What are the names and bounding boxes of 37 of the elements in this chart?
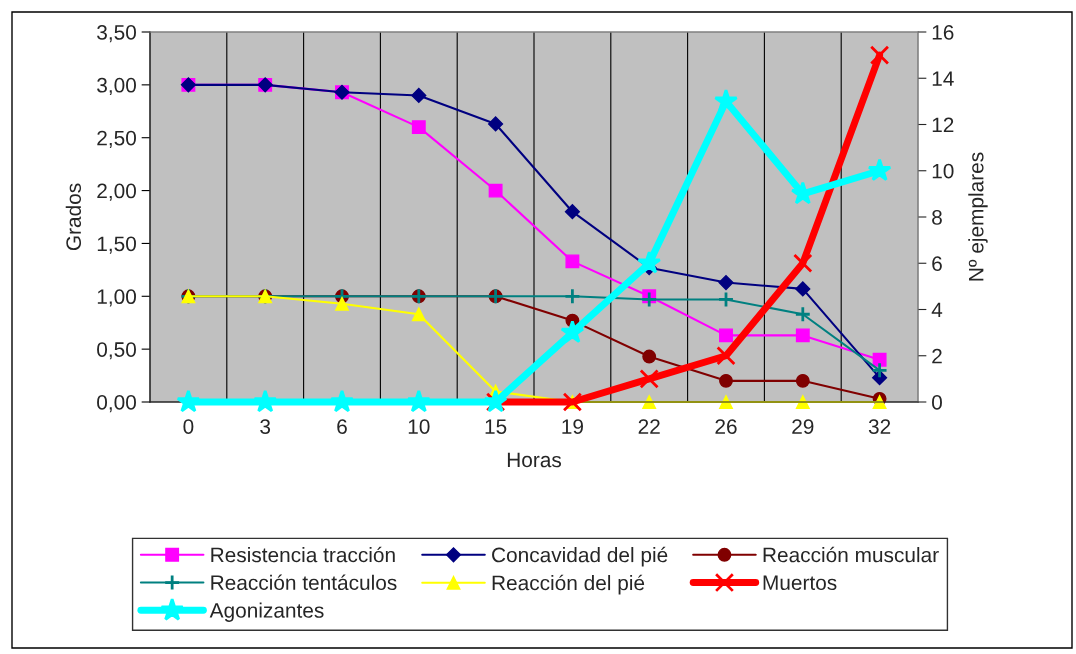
legend-label: Agonizantes	[209, 602, 324, 622]
legend-label: Muertos	[763, 575, 837, 591]
y-tick-label: 0,00	[97, 395, 136, 413]
y-axis-title: Grados	[65, 183, 82, 251]
y2-tick-label: 2	[932, 348, 942, 364]
y-tick-label: 3,00	[97, 77, 136, 96]
y-tick-label: 1,50	[97, 236, 136, 254]
legend-label: Reacción muscular	[763, 546, 939, 563]
y2-axis-title: Nº ejemplares	[968, 152, 988, 281]
x-tick-label: 32	[868, 419, 891, 434]
y-tick-label: 2,50	[97, 130, 136, 148]
y2-tick-label: 14	[932, 71, 954, 86]
x-tick-label: 26	[715, 419, 737, 434]
x-tick-label: 6	[337, 419, 347, 434]
y2-tick-label: 4	[931, 302, 943, 318]
y2-tick-label: 0	[932, 395, 942, 410]
x-tick-label: 0	[183, 419, 194, 434]
y2-tick-label: 6	[932, 256, 942, 271]
y2-tick-label: 12	[932, 117, 954, 133]
legend-label: Reacción del pié	[492, 574, 645, 595]
y2-tick-label: 16	[932, 25, 954, 40]
x-tick-label: 10	[408, 419, 430, 434]
y-tick-label: 0,50	[97, 342, 136, 360]
x-axis-title: Horas	[507, 452, 562, 468]
legend-label: Resistencia tracción	[211, 546, 395, 563]
y-tick-label: 1,00	[97, 289, 136, 307]
legend-label: Concavidad del pié	[492, 546, 668, 567]
legend-label: Reacción tentáculos	[211, 574, 397, 591]
y2-tick-label: 8	[932, 210, 942, 225]
x-tick-label: 15	[485, 419, 507, 434]
y2-tick-label: 10	[932, 163, 954, 179]
x-tick-label: 19	[562, 419, 583, 434]
x-tick-label: 22	[638, 419, 660, 434]
x-tick-label: 3	[260, 419, 271, 434]
y-tick-label: 2,00	[97, 183, 136, 201]
x-tick-label: 29	[792, 419, 814, 434]
y-tick-label: 3,50	[97, 25, 136, 43]
